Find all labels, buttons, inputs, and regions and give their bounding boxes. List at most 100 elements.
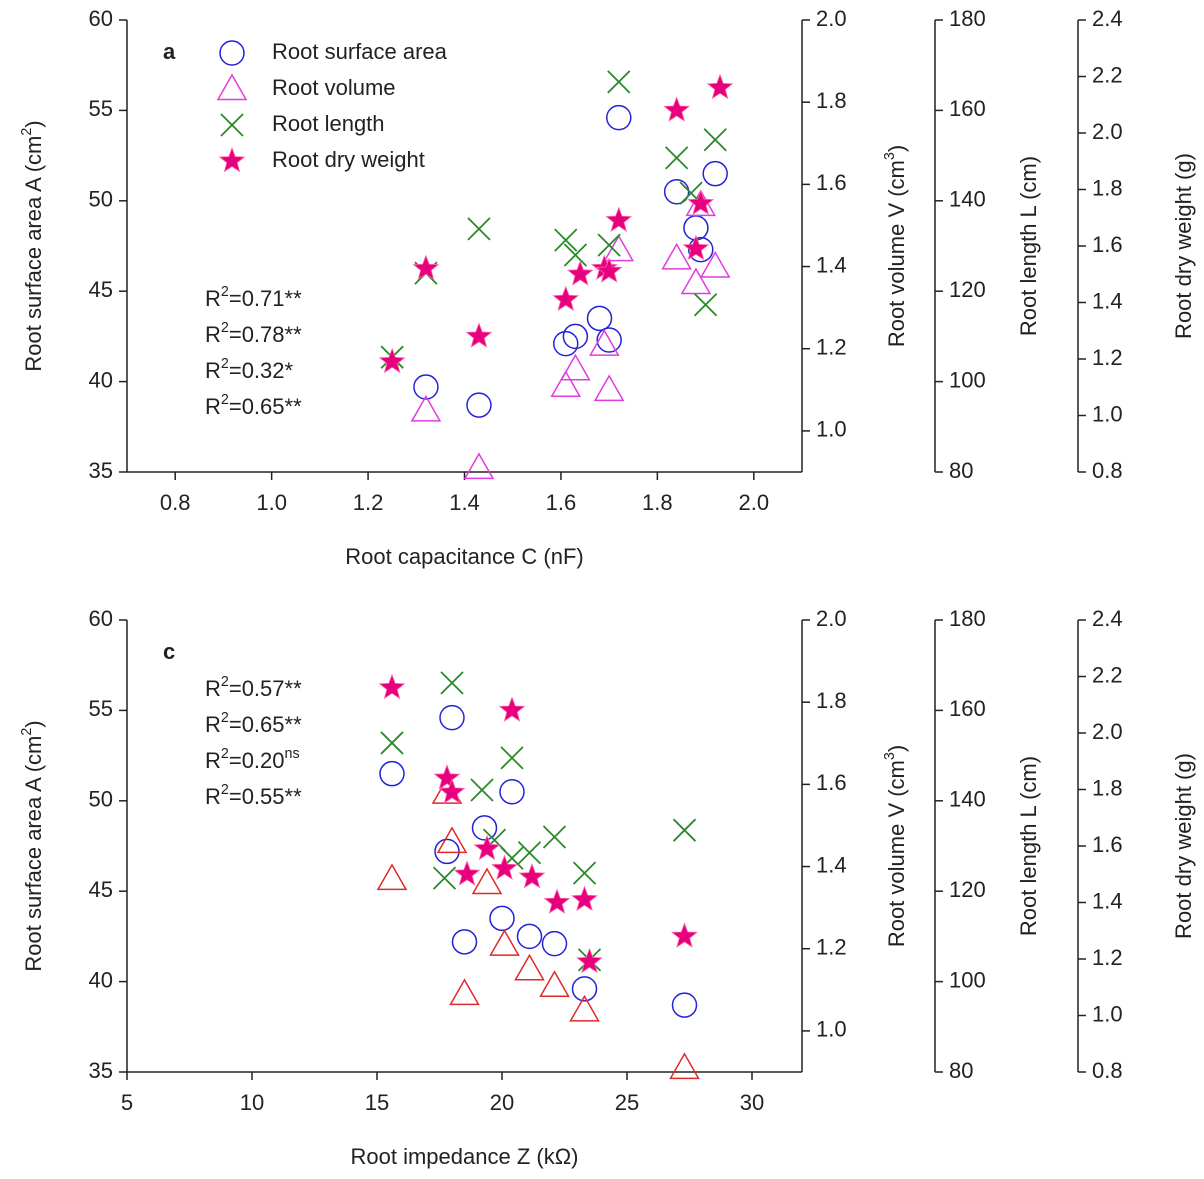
superscript: 2 <box>221 284 229 300</box>
superscript: 2 <box>19 128 35 136</box>
data-point <box>671 922 698 948</box>
x-tick-label: 1.8 <box>642 490 673 515</box>
data-point <box>449 978 480 1006</box>
data-point <box>661 242 692 270</box>
y-tick-label: 40 <box>89 367 113 392</box>
text-part: ) <box>884 145 909 152</box>
x-axis-title: Root capacitance C (nF) <box>345 544 583 569</box>
x-tick-label: 1.4 <box>449 490 480 515</box>
text-part: Root volume V (cm <box>884 160 909 347</box>
data-point <box>465 322 493 348</box>
y2-tick-label: 1.4 <box>816 252 847 277</box>
data-point <box>671 992 698 1018</box>
y3-axis-title: Root length L (cm) <box>1016 156 1041 336</box>
text-part: R <box>205 394 221 419</box>
superscript: 2 <box>221 356 229 372</box>
data-point <box>688 236 714 263</box>
data-point <box>554 228 578 252</box>
y4-axis-title: Root dry weight (g) <box>1171 153 1196 339</box>
annotation: R2=0.65** <box>205 710 302 737</box>
x-tick-label: 5 <box>121 1090 133 1115</box>
data-point <box>433 764 461 790</box>
superscript: 2 <box>221 674 229 690</box>
text-part: =0.57** <box>229 676 302 701</box>
superscript: 2 <box>19 728 35 736</box>
superscript: 2 <box>221 746 229 762</box>
data-point <box>439 704 465 731</box>
data-point <box>543 888 571 914</box>
data-point <box>438 778 466 804</box>
legend-marker <box>220 113 244 137</box>
x-tick-label: 0.8 <box>160 490 191 515</box>
y4-tick-label: 0.8 <box>1092 1058 1123 1083</box>
data-point <box>466 392 492 418</box>
data-point <box>453 860 481 886</box>
x-axis-title: Root impedance Z (kΩ) <box>351 1144 579 1169</box>
y-tick-label: 45 <box>89 277 113 302</box>
legend-label: Root dry weight <box>272 147 425 172</box>
y2-tick-label: 1.6 <box>816 770 847 795</box>
data-point <box>607 70 631 94</box>
y-tick-label: 40 <box>89 967 113 992</box>
y-tick-label: 50 <box>89 787 113 812</box>
data-point <box>550 370 582 397</box>
data-point <box>569 994 600 1022</box>
annotation: R2=0.71** <box>205 284 302 311</box>
data-point <box>489 929 520 956</box>
y2-tick-label: 1.8 <box>816 688 847 713</box>
data-point <box>516 923 543 950</box>
data-point <box>699 251 731 278</box>
data-point <box>541 930 568 957</box>
data-point <box>539 970 570 997</box>
y-tick-label: 35 <box>89 1058 113 1083</box>
y4-tick-label: 1.6 <box>1092 832 1123 857</box>
data-point <box>500 746 524 770</box>
y4-axis-title: Root dry weight (g) <box>1171 753 1196 939</box>
data-point <box>432 866 457 890</box>
data-point <box>702 160 728 187</box>
text-part: ) <box>884 745 909 752</box>
y4-tick-label: 2.0 <box>1092 719 1123 744</box>
legend-label: Root volume <box>272 75 396 100</box>
y4-tick-label: 1.2 <box>1092 345 1123 370</box>
y2-tick-label: 1.4 <box>816 852 847 877</box>
annotation: R2=0.78** <box>205 320 302 347</box>
data-point <box>499 779 525 805</box>
data-point <box>572 861 597 885</box>
y4-tick-label: 2.2 <box>1092 662 1123 687</box>
y2-tick-label: 1.0 <box>816 1017 847 1042</box>
data-point <box>378 347 406 374</box>
data-point <box>376 863 408 891</box>
x-tick-label: 2.0 <box>738 490 769 515</box>
data-point <box>560 353 591 381</box>
y-axis-title: Root surface area A (cm2) <box>19 720 46 971</box>
y3-tick-label: 80 <box>949 1058 973 1083</box>
data-point <box>665 146 689 170</box>
legend-label: Root length <box>272 111 385 136</box>
annotation: R2=0.20ns <box>205 746 300 773</box>
data-point <box>473 834 501 861</box>
text-part: Root surface area A (cm <box>21 136 46 372</box>
data-point <box>680 267 712 295</box>
x-tick-label: 1.6 <box>546 490 577 515</box>
data-point <box>589 329 620 356</box>
superscript: 2 <box>221 392 229 408</box>
y2-tick-label: 2.0 <box>816 606 847 631</box>
text-part: =0.78** <box>229 322 302 347</box>
y2-tick-label: 1.2 <box>816 935 847 960</box>
superscript: 2 <box>221 782 229 798</box>
data-point <box>595 257 623 283</box>
data-point <box>379 760 405 787</box>
data-point <box>571 976 598 1002</box>
y2-axis-title: Root volume V (cm3) <box>882 745 909 947</box>
annotation: R2=0.55** <box>205 782 302 809</box>
y3-tick-label: 180 <box>949 6 986 31</box>
legend-marker <box>218 146 246 173</box>
data-point <box>542 825 567 849</box>
text-part: R <box>205 358 221 383</box>
y3-tick-label: 140 <box>949 187 986 212</box>
text-part: =0.55** <box>229 784 302 809</box>
y-tick-label: 50 <box>89 187 113 212</box>
text-part: Root volume V (cm <box>884 760 909 947</box>
